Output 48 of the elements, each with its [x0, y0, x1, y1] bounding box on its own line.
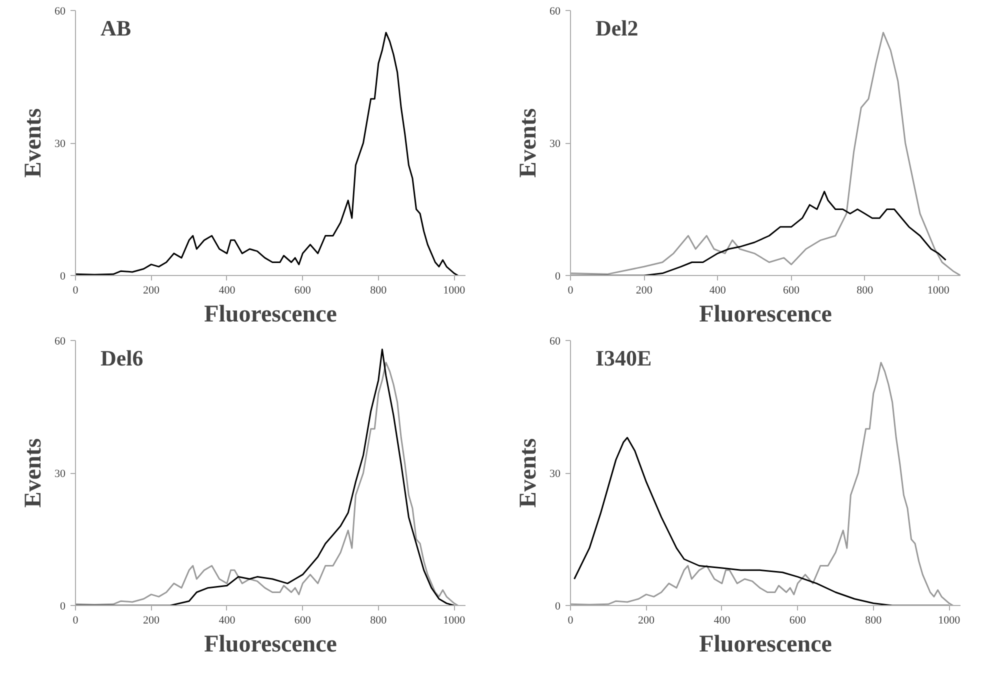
x-tick-label: 0	[72, 284, 79, 296]
x-tick-label: 800	[370, 614, 388, 626]
y-axis-title: Events	[516, 438, 542, 508]
x-axis-title: Fluorescence	[204, 632, 338, 658]
y-tick-label: 30	[54, 468, 66, 480]
chart-title: AB	[100, 16, 132, 40]
x-tick-label: 800	[865, 614, 882, 626]
y-axis-title: Events	[516, 108, 542, 178]
x-tick-label: 400	[218, 614, 236, 626]
y-tick-label: 0	[555, 600, 561, 612]
x-tick-label: 1000	[443, 284, 466, 296]
x-tick-label: 0	[568, 614, 574, 626]
x-axis-title: Fluorescence	[699, 302, 832, 328]
y-tick-label: 0	[555, 270, 561, 282]
chart-title: Del6	[100, 346, 144, 370]
x-tick-label: 400	[218, 284, 236, 296]
x-tick-label: 0	[72, 614, 79, 626]
x-tick-label: 600	[783, 284, 800, 296]
y-tick-label: 60	[550, 336, 561, 348]
x-tick-label: 200	[142, 284, 160, 296]
x-tick-label: 200	[638, 614, 655, 626]
x-axis-title: Fluorescence	[699, 632, 832, 658]
x-tick-label: 1000	[927, 284, 950, 296]
y-tick-label: 60	[550, 6, 561, 18]
x-tick-label: 1000	[938, 614, 961, 626]
x-tick-label: 600	[294, 284, 312, 296]
x-tick-label: 800	[856, 284, 874, 296]
y-tick-label: 30	[550, 468, 561, 480]
x-tick-label: 1000	[443, 614, 466, 626]
x-tick-label: 600	[294, 614, 312, 626]
x-tick-label: 200	[636, 284, 653, 296]
y-tick-label: 30	[54, 138, 66, 150]
y-tick-label: 0	[60, 270, 66, 282]
x-axis-title: Fluorescence	[204, 302, 338, 328]
x-tick-label: 400	[709, 284, 726, 296]
chart-title: I340E	[596, 346, 652, 370]
y-tick-label: 60	[54, 336, 66, 348]
y-axis-title: Events	[20, 438, 46, 508]
y-tick-label: 60	[54, 6, 66, 18]
x-tick-label: 200	[142, 614, 160, 626]
x-tick-label: 0	[568, 284, 574, 296]
chart-title: Del2	[596, 16, 638, 40]
x-tick-label: 400	[714, 614, 731, 626]
x-tick-label: 600	[789, 614, 806, 626]
y-tick-label: 30	[550, 138, 561, 150]
x-tick-label: 800	[370, 284, 388, 296]
y-tick-label: 0	[60, 600, 66, 612]
y-axis-title: Events	[20, 108, 46, 178]
